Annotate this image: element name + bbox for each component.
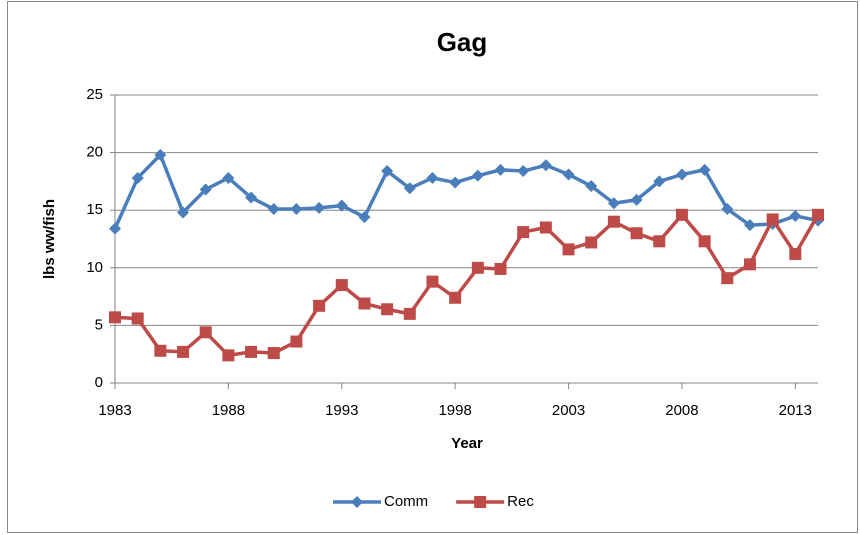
- chart-border: [7, 1, 858, 533]
- marker: [267, 347, 280, 360]
- marker: [381, 303, 394, 316]
- marker: [585, 236, 598, 249]
- marker: [562, 243, 575, 256]
- y-tick-label: 20: [86, 144, 103, 161]
- marker: [585, 180, 598, 193]
- marker: [154, 148, 167, 161]
- marker: [335, 199, 348, 212]
- marker: [698, 163, 711, 176]
- marker: [607, 197, 620, 210]
- marker: [653, 235, 666, 248]
- marker: [222, 171, 235, 184]
- marker: [789, 209, 802, 222]
- marker: [789, 247, 802, 260]
- chart-title: Gag: [437, 27, 488, 57]
- marker: [199, 326, 212, 339]
- x-tick-label: 2003: [552, 402, 585, 419]
- y-tick-label: 0: [95, 374, 103, 391]
- x-tick-label: 1988: [212, 402, 245, 419]
- marker: [721, 272, 734, 285]
- legend-label: Rec: [507, 493, 534, 510]
- x-tick-label: 2013: [779, 402, 812, 419]
- marker: [290, 203, 303, 216]
- x-tick-label: 2008: [665, 402, 698, 419]
- marker: [471, 261, 484, 274]
- marker: [245, 345, 258, 358]
- marker: [743, 258, 756, 271]
- marker: [562, 168, 575, 181]
- marker: [653, 175, 666, 188]
- legend: Comm Rec: [333, 493, 534, 510]
- y-tick-label: 5: [95, 316, 103, 333]
- marker: [290, 335, 303, 348]
- marker: [245, 191, 258, 204]
- marker: [358, 211, 371, 224]
- marker: [131, 171, 144, 184]
- legend-label: Comm: [384, 493, 428, 510]
- marker: [494, 262, 507, 275]
- marker: [222, 349, 235, 362]
- marker: [199, 183, 212, 196]
- x-tick-label: 1993: [325, 402, 358, 419]
- marker: [630, 193, 643, 206]
- marker: [812, 208, 824, 221]
- marker: [403, 307, 416, 320]
- y-axis-title: lbs ww/fish: [41, 199, 58, 279]
- marker: [449, 176, 462, 189]
- x-tick-label: 1983: [98, 402, 131, 419]
- marker: [539, 221, 552, 234]
- marker: [630, 227, 643, 240]
- marker: [675, 208, 688, 221]
- marker: [313, 201, 326, 214]
- y-tick-label: 25: [86, 86, 103, 103]
- marker: [766, 213, 779, 226]
- marker: [313, 299, 326, 312]
- y-tick-label: 15: [86, 201, 103, 218]
- marker: [743, 219, 756, 232]
- marker: [698, 235, 711, 248]
- marker: [449, 291, 462, 304]
- marker: [607, 215, 620, 228]
- marker: [177, 206, 190, 219]
- marker: [109, 311, 121, 324]
- marker: [539, 159, 552, 172]
- x-tick-label: 1998: [438, 402, 471, 419]
- marker: [471, 169, 484, 182]
- marker: [267, 203, 280, 216]
- marker: [675, 168, 688, 181]
- marker: [109, 222, 121, 235]
- marker: [358, 297, 371, 310]
- marker: [494, 163, 507, 176]
- marker: [426, 275, 439, 288]
- series: [109, 208, 824, 362]
- marker: [721, 203, 734, 216]
- marker: [177, 345, 190, 358]
- marker: [131, 312, 144, 325]
- marker: [517, 226, 530, 239]
- legend-marker: [351, 496, 363, 508]
- y-tick-label: 10: [86, 259, 103, 276]
- marker: [335, 279, 348, 292]
- marker: [154, 344, 167, 357]
- marker: [426, 171, 439, 184]
- x-axis-title: Year: [451, 435, 483, 452]
- marker: [403, 182, 416, 195]
- marker: [517, 165, 530, 178]
- legend-marker: [474, 496, 487, 508]
- marker: [381, 165, 394, 178]
